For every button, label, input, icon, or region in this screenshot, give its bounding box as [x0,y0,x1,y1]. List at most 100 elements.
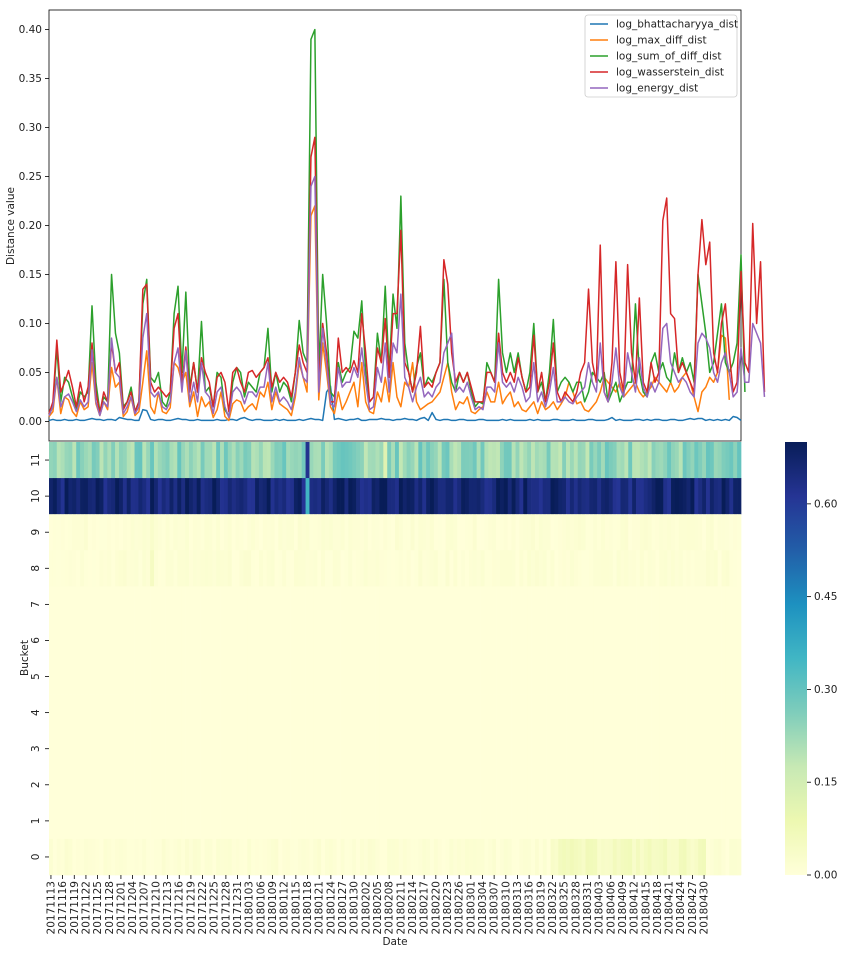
heatmap-cell [138,586,143,623]
heatmap-cell [76,514,81,551]
heatmap-cell [554,514,559,551]
heatmap-cell [258,658,264,695]
heatmap-cell [196,766,201,804]
heatmap-cell [674,802,680,840]
heatmap-cell [122,658,128,695]
heatmap-cell [733,514,738,551]
heatmap-cell [379,730,384,768]
heatmap-cell [488,550,493,587]
heatmap-cell [293,442,299,479]
heatmap-cell [212,442,217,479]
heatmap-cell [367,766,373,804]
heatmap-cell [507,694,512,732]
heatmap-cell [507,658,512,695]
heatmap-cell [433,586,439,623]
heatmap-cell [173,442,178,479]
heatmap-cell [550,802,555,840]
heatmap-cell [247,586,252,623]
heatmap-cell [325,694,330,732]
heatmap-cell [554,442,559,479]
heatmap-cell [223,550,229,587]
heatmap-cell [83,658,89,695]
heatmap-cell [698,658,703,695]
heatmap-cell [441,586,446,623]
heatmap-cell [651,586,656,623]
heatmap-cell [367,514,373,551]
heatmap-cell [395,442,400,479]
heatmap-cell [643,478,649,515]
heatmap-cell [620,514,625,551]
heatmap-cell [682,586,687,623]
heatmap-cell [476,766,481,804]
heatmap-cell [429,766,435,804]
heatmap-cell [130,730,135,768]
heatmap-cell [247,478,252,515]
heatmap-cell [111,586,116,623]
heatmap-cell [188,730,194,768]
heatmap-cell [235,622,240,659]
heatmap-cell [134,730,139,768]
heatmap-cell [632,586,637,623]
heatmap-cell [356,514,361,551]
heatmap-cell [488,478,493,515]
heatmap-cell [636,838,641,876]
colorbar-tick-label: 0.45 [814,591,837,603]
heatmap-cell [511,586,516,623]
heatmap-cell [165,766,170,804]
heatmap-cell [690,478,695,515]
heatmap-cell [258,514,264,551]
heatmap-cell [709,766,715,804]
heatmap-cell [616,694,621,732]
heatmap-cell [235,586,240,623]
heatmap-cell [161,514,166,551]
heatmap-cell [161,586,166,623]
heatmap-cell [624,802,629,840]
heatmap-cell [204,442,209,479]
heatmap-cell [325,478,330,515]
heatmap-cell [282,478,287,515]
heatmap-cell [118,658,124,695]
heatmap-cell [332,694,338,732]
heatmap-cell [682,766,687,804]
heatmap-cell [76,622,81,659]
heatmap-cell [231,514,236,551]
heatmap-cell [383,766,388,804]
heatmap-cell [138,514,143,551]
heatmap-cell [60,730,65,768]
heatmap-x-tick-label: 20180319 [535,881,547,934]
heatmap-cell [534,694,540,732]
heatmap-cell [721,622,726,659]
heatmap-cell [429,838,435,876]
heatmap-cell [344,694,349,732]
heatmap-cell [293,838,299,876]
heatmap-cell [437,766,442,804]
heatmap-cell [655,442,660,479]
heatmap-x-tick-label: 20180418 [652,881,664,934]
heatmap-cell [336,766,341,804]
heatmap-cell [542,802,547,840]
heatmap-cell [68,730,73,768]
heatmap-cell [266,766,271,804]
heatmap-cell [309,514,314,551]
heatmap-cell [519,658,524,695]
heatmap-cell [659,766,664,804]
heatmap-cell [52,478,58,515]
heatmap-cell [616,730,621,768]
heatmap-cell [138,622,143,659]
heatmap-x-tick-label: 20171216 [174,881,186,935]
heatmap-cell [569,694,575,732]
heatmap-cell [577,802,582,840]
heatmap-cell [391,442,396,479]
heatmap-x-tick-label: 20180211 [395,881,407,934]
heatmap-cell [702,586,707,623]
heatmap-cell [608,730,614,768]
heatmap-cell [91,838,96,876]
heatmap-cell [422,766,427,804]
heatmap-cell [87,802,93,840]
heatmap-cell [301,442,306,479]
heatmap-cell [344,586,349,623]
heatmap-x-tick-label: 20180328 [570,881,582,934]
heatmap-cell [118,478,124,515]
heatmap-cell [72,838,77,876]
heatmap-cell [620,478,625,515]
